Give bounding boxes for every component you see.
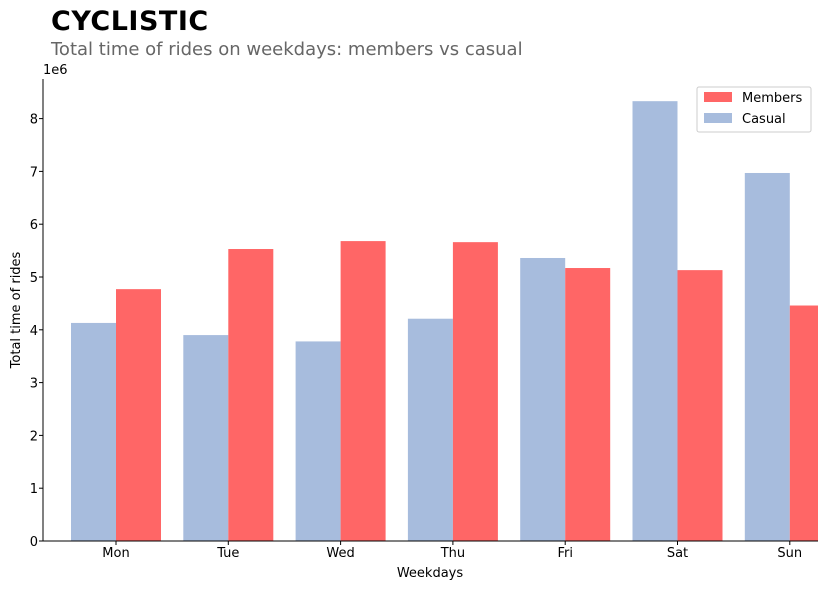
legend: Members Casual: [696, 86, 812, 133]
bar-casual-fri: [520, 257, 566, 541]
x-tick-label: Fri: [557, 546, 573, 561]
bar-casual-mon: [71, 322, 116, 541]
bar-members-tue: [228, 249, 274, 542]
legend-swatch-casual: [704, 113, 732, 123]
x-tick-label: Sat: [667, 546, 688, 561]
y-tick-label: 1: [30, 482, 38, 497]
x-tick-label: Sun: [777, 546, 802, 561]
y-scale-label: 1e6: [43, 63, 68, 78]
y-tick-label: 0: [30, 535, 38, 550]
x-tick-label: Wed: [326, 546, 354, 561]
y-tick-label: 6: [30, 218, 38, 233]
chart-title: CYCLISTIC: [51, 6, 209, 37]
bar-members-sun: [789, 305, 818, 541]
bar-casual-sat: [632, 101, 678, 542]
bar-members-sat: [677, 270, 723, 541]
x-axis-label: Weekdays: [397, 566, 464, 581]
y-tick-label: 5: [30, 271, 38, 286]
bar-members-mon: [116, 289, 161, 541]
legend-swatch-members: [704, 92, 732, 102]
y-tick-label: 2: [30, 429, 38, 444]
x-tick-label: Mon: [102, 546, 129, 561]
y-tick-label: 3: [30, 377, 38, 392]
y-tick-label: 7: [30, 165, 38, 180]
legend-label-members: Members: [742, 91, 802, 106]
x-tick-label: Tue: [216, 546, 239, 561]
legend-label-casual: Casual: [742, 112, 786, 127]
bars-layer: [71, 101, 818, 542]
bar-casual-sun: [744, 172, 790, 541]
bar-casual-tue: [183, 335, 229, 541]
y-ticks: 0 1 2 3 4 5 6 7 8: [30, 113, 43, 550]
bar-members-fri: [565, 268, 611, 541]
x-ticks: Mon Tue Wed Thu Fri Sat Sun: [102, 541, 802, 561]
bar-casual-wed: [295, 341, 341, 541]
bar-casual-thu: [407, 318, 453, 541]
y-tick-label: 8: [30, 113, 38, 128]
y-axis-label: Total time of rides: [9, 251, 24, 369]
x-tick-label: Thu: [440, 546, 465, 561]
bar-members-wed: [340, 241, 386, 541]
y-tick-label: 4: [30, 324, 38, 339]
chart-subtitle: Total time of rides on weekdays: members…: [51, 39, 523, 60]
bar-members-thu: [452, 242, 498, 542]
